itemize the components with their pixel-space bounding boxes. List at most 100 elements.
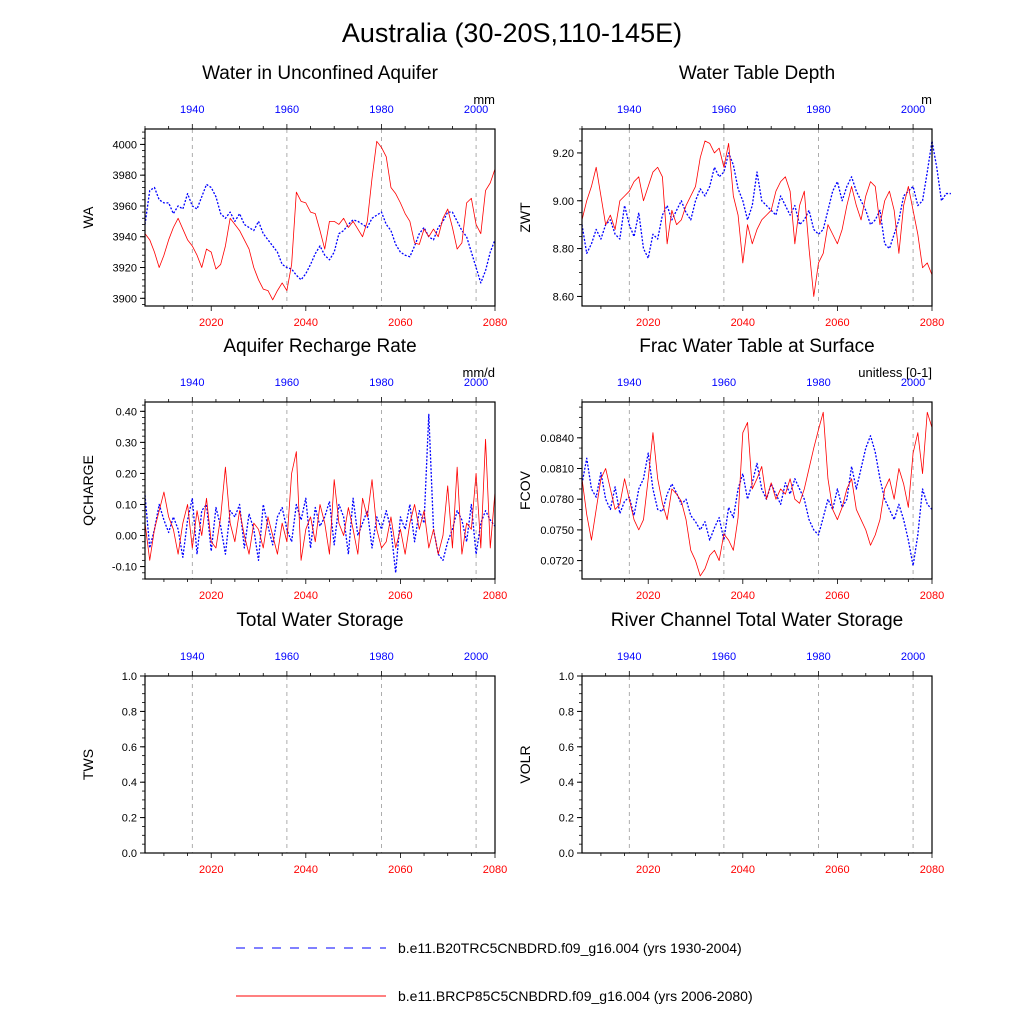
y-tick-label: 0.4 (122, 777, 137, 789)
chart-panel-3: Aquifer Recharge Rate mm/d QCHARGE -0.10 0.0… (80, 336, 507, 602)
y-tick-label: 0.2 (559, 813, 574, 825)
panel-title: Aquifer Recharge Rate (223, 336, 416, 357)
x-bottom-tick-label: 2040 (731, 590, 755, 602)
y-tick-label: 1.0 (559, 671, 574, 683)
chart-panel-4: Frac Water Table at Surface unitless [0-1… (517, 336, 944, 602)
plot-frame (144, 675, 496, 854)
x-top-tick-label: 2000 (464, 651, 488, 663)
x-top-tick-label: 1940 (180, 104, 204, 116)
y-tick-label: 0.0 (122, 848, 137, 860)
y-tick-label: 0.30 (116, 437, 137, 449)
y-tick-label: 1.0 (122, 671, 137, 683)
x-top-tick-label: 1940 (180, 377, 204, 389)
panel-units: m (921, 92, 932, 107)
x-top-tick-label: 1960 (712, 104, 736, 116)
y-tick-label: 0.4 (559, 777, 574, 789)
x-bottom-tick-label: 2020 (636, 317, 660, 329)
panel-units: unitless [0-1] (858, 365, 932, 380)
panel-title: Water Table Depth (679, 63, 835, 84)
x-bottom-tick-label: 2040 (731, 864, 755, 876)
y-tick-label: 0.2 (122, 813, 137, 825)
panel-title: River Channel Total Water Storage (611, 610, 904, 631)
y-tick-label: 9.20 (553, 148, 574, 160)
legend-label-2: b.e11.BRCP85C5CNBDRD.f09_g16.004 (yrs 20… (398, 988, 753, 1004)
y-tick-label: 0.0720 (540, 556, 574, 568)
x-bottom-tick-label: 2080 (920, 590, 944, 602)
panel-units: mm (473, 92, 495, 107)
plot-frame (144, 401, 496, 580)
series-line-1930-2004 (144, 183, 496, 284)
x-top-tick-label: 1980 (806, 377, 830, 389)
y-tick-label: 0.40 (116, 406, 137, 418)
panel-units: mm/d (463, 365, 496, 380)
y-tick-label: 3980 (113, 170, 137, 182)
y-tick-label: 0.0 (559, 848, 574, 860)
y-tick-label: 0.0840 (540, 433, 574, 445)
x-top-tick-label: 1980 (806, 104, 830, 116)
plot-frame (581, 401, 933, 580)
x-bottom-tick-label: 2040 (294, 317, 318, 329)
x-bottom-tick-label: 2060 (825, 864, 849, 876)
x-top-tick-label: 1940 (617, 377, 641, 389)
y-tick-label: 0.0780 (540, 494, 574, 506)
y-tick-label: 4000 (113, 139, 137, 151)
y-axis-label: WA (80, 206, 96, 229)
y-tick-label: 9.00 (553, 196, 574, 208)
x-bottom-tick-label: 2060 (825, 590, 849, 602)
x-top-tick-label: 2000 (464, 104, 488, 116)
x-top-tick-label: 1960 (275, 651, 299, 663)
plot-frame (581, 675, 933, 854)
x-bottom-tick-label: 2060 (388, 864, 412, 876)
x-top-tick-label: 1960 (275, 377, 299, 389)
x-top-tick-label: 1940 (617, 104, 641, 116)
y-axis-label: VOLR (517, 745, 533, 783)
x-bottom-tick-label: 2040 (294, 864, 318, 876)
plot-frame (581, 128, 933, 307)
y-axis-label: FCOV (517, 470, 533, 510)
x-bottom-tick-label: 2080 (483, 317, 507, 329)
x-top-tick-label: 1940 (180, 651, 204, 663)
x-top-tick-label: 1980 (369, 377, 393, 389)
y-tick-label: -0.10 (112, 562, 137, 574)
y-tick-label: 0.0750 (540, 525, 574, 537)
y-tick-label: 3920 (113, 263, 137, 275)
chart-panel-6: River Channel Total Water Storage VOLR 0.0… (517, 610, 944, 876)
x-bottom-tick-label: 2060 (388, 317, 412, 329)
x-bottom-tick-label: 2020 (636, 590, 660, 602)
series-line-1930-2004 (581, 140, 951, 259)
x-bottom-tick-label: 2060 (825, 317, 849, 329)
x-bottom-tick-label: 2040 (294, 590, 318, 602)
y-tick-label: 3940 (113, 232, 137, 244)
chart-panel-2: Water Table Depth m ZWT 8.60 8.80 9.00 9.20 202… (517, 63, 951, 329)
y-tick-label: 3960 (113, 201, 137, 213)
x-bottom-tick-label: 2080 (483, 864, 507, 876)
chart-panel-1: Water in Unconfined Aquifer mm WA 3900 3920 3… (80, 63, 507, 329)
legend-label-1: b.e11.B20TRC5CNBDRD.f09_g16.004 (yrs 193… (398, 940, 742, 956)
x-bottom-tick-label: 2040 (731, 317, 755, 329)
x-top-tick-label: 2000 (901, 377, 925, 389)
y-tick-label: 0.10 (116, 499, 137, 511)
x-top-tick-label: 1960 (275, 104, 299, 116)
y-tick-label: 8.60 (553, 291, 574, 303)
series-line-2006-2080 (144, 140, 496, 301)
x-top-tick-label: 2000 (464, 377, 488, 389)
x-top-tick-label: 1960 (712, 377, 736, 389)
figure-title: Australia (30-20S,110-145E) (342, 18, 682, 48)
x-top-tick-label: 2000 (901, 104, 925, 116)
legend: b.e11.B20TRC5CNBDRD.f09_g16.004 (yrs 193… (236, 940, 753, 1004)
panel-grid: Water in Unconfined Aquifer mm WA 3900 3920 3… (80, 63, 951, 876)
y-tick-label: 3900 (113, 293, 137, 305)
panel-title: Water in Unconfined Aquifer (202, 63, 439, 84)
y-tick-label: 0.0810 (540, 464, 574, 476)
x-bottom-tick-label: 2080 (483, 590, 507, 602)
x-top-tick-label: 1940 (617, 651, 641, 663)
y-tick-label: 0.6 (122, 742, 137, 754)
x-bottom-tick-label: 2080 (920, 864, 944, 876)
series-line-1930-2004 (144, 413, 496, 574)
x-bottom-tick-label: 2020 (199, 590, 223, 602)
series-line-2006-2080 (144, 438, 496, 561)
x-bottom-tick-label: 2080 (920, 317, 944, 329)
x-top-tick-label: 2000 (901, 651, 925, 663)
x-top-tick-label: 1980 (369, 104, 393, 116)
y-axis-label: QCHARGE (80, 455, 96, 526)
